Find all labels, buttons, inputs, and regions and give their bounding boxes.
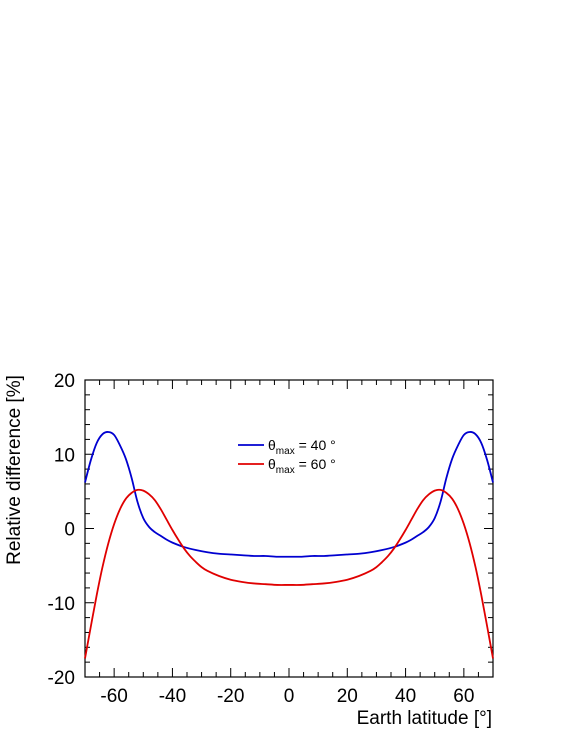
y-tick-label: -10 (48, 594, 75, 615)
x-tick-label: 0 (284, 686, 295, 707)
x-tick-label: 40 (395, 686, 416, 707)
x-tick-labels: -60 -40 -20 0 20 40 60 (100, 686, 474, 707)
y-tick-label: 20 (54, 371, 75, 392)
y-tick-label: 0 (64, 520, 75, 541)
legend: θmax = 40 ° θmax = 60 ° (238, 437, 336, 476)
series-line-theta-max-60 (84, 488, 494, 659)
legend-entry-theta-max-60: θmax = 60 ° (268, 456, 336, 476)
plot-frame (84, 379, 494, 678)
y-tick-label: 10 (54, 445, 75, 466)
series-line-theta-max-40 (84, 431, 494, 558)
x-axis-label: Earth latitude [°] (357, 708, 492, 729)
y-tick-labels: -20 -10 0 10 20 (48, 371, 75, 689)
x-tick-label: -20 (217, 686, 244, 707)
y-tick-label: -20 (48, 668, 75, 689)
legend-entry-theta-max-40: θmax = 40 ° (268, 437, 336, 457)
axis-ticks (84, 379, 494, 678)
x-tick-label: 60 (453, 686, 474, 707)
series-lines (84, 431, 494, 659)
x-tick-label: -60 (100, 686, 127, 707)
y-axis-label: Relative difference [%] (4, 375, 25, 565)
x-tick-label: -40 (159, 686, 186, 707)
x-tick-label: 20 (337, 686, 358, 707)
